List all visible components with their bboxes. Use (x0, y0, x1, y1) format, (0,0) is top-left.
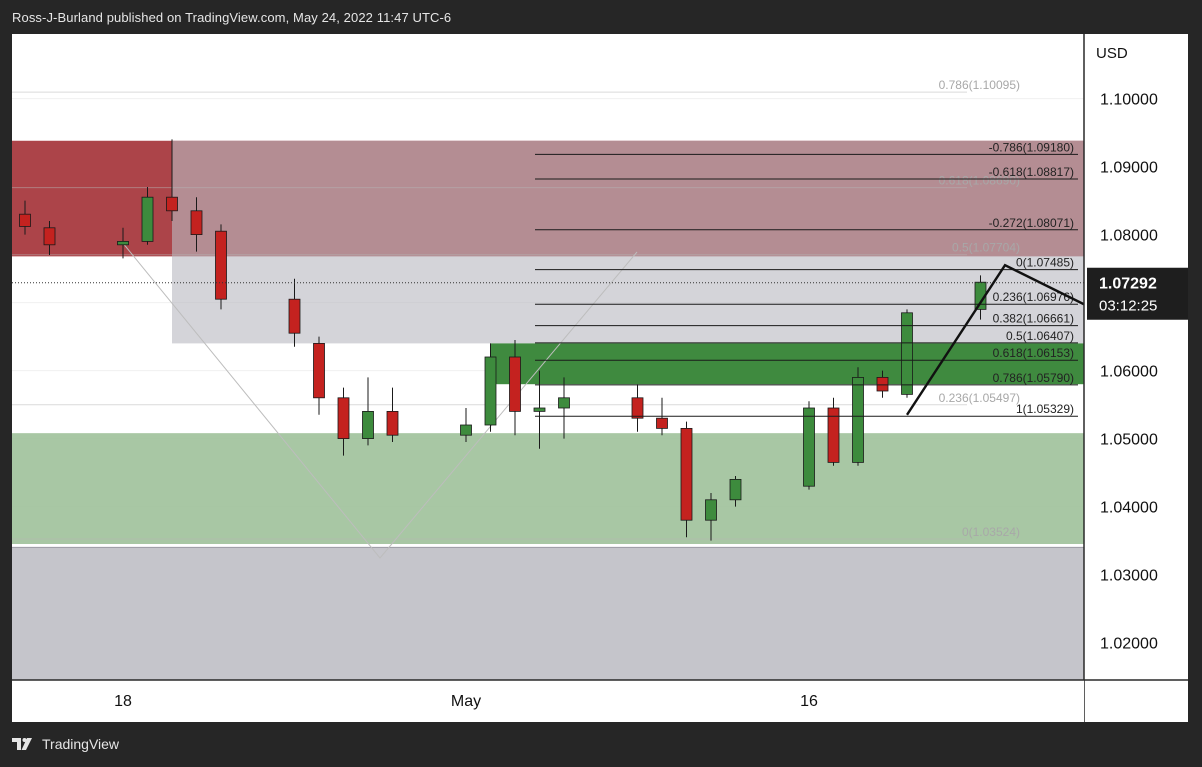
candle-up (852, 376, 864, 463)
fib-label: 0.5(1.06407) (1006, 329, 1074, 343)
candle-up (729, 478, 742, 501)
countdown-label: 03:12:25 (1099, 298, 1157, 315)
x-tick-label: 18 (114, 693, 132, 710)
fib-label: 0.618(1.06153) (993, 346, 1074, 360)
candle-down (288, 298, 301, 334)
grey-lower-zone (12, 547, 1084, 680)
green-box-zone (490, 343, 1177, 385)
fib-faded-label: 0.5(1.07704) (952, 241, 1020, 255)
fib-faded-label: 0.618(1.08690) (939, 174, 1020, 188)
x-tick-label: 16 (800, 693, 818, 710)
current-price-badge (1087, 267, 1188, 320)
fib-faded-label: 0.786(1.10095) (939, 78, 1020, 92)
fib-label: 0(1.07485) (1016, 256, 1074, 270)
y-tick-label: 1.06000 (1100, 364, 1158, 381)
candle-down (190, 210, 203, 236)
candle-up (901, 312, 913, 395)
candle-up (803, 407, 815, 487)
candle-down (166, 196, 178, 212)
y-tick-label: 1.05000 (1100, 432, 1158, 449)
y-tick-label: 1.10000 (1100, 92, 1158, 109)
fib-label: 1(1.05329) (1016, 402, 1074, 416)
fib-faded-label: 0.236(1.05497) (939, 391, 1020, 405)
fib-label: -0.272(1.08071) (989, 216, 1074, 230)
current-price-label: 1.07292 (1099, 276, 1157, 293)
price-axis-panel (1084, 34, 1188, 722)
candle-down (337, 397, 350, 439)
candle-down (509, 356, 521, 412)
y-tick-label: 1.08000 (1100, 228, 1158, 245)
candle-down (43, 227, 56, 246)
candle-up (533, 407, 546, 412)
candle-down (386, 410, 399, 436)
demand-zone (12, 433, 1084, 544)
faded-trend-line (121, 241, 638, 559)
publisher-header: Ross-J-Burland published on TradingView.… (12, 10, 452, 25)
candle-up (117, 240, 129, 246)
fib-label: 0.786(1.05790) (993, 371, 1074, 385)
candlestick-chart[interactable]: 0.786(1.10095) 0.618(1.08690) 0.5(1.07704)… (12, 34, 1188, 722)
candle-up (558, 397, 570, 409)
footer-brand: TradingView (42, 736, 120, 752)
candle-up (141, 196, 154, 242)
footer: TradingView (12, 736, 119, 752)
grey-range-zone (172, 140, 1188, 344)
candle-up (484, 356, 497, 426)
fib-label: 0.236(1.06976) (993, 290, 1074, 304)
candle-down (313, 342, 325, 399)
candle-down (876, 376, 889, 392)
y-tick-label: 1.04000 (1100, 500, 1158, 517)
candle-down (827, 407, 840, 463)
projection-path (905, 263, 1188, 416)
x-tick-label: May (451, 693, 481, 710)
tradingview-logo-icon (12, 737, 36, 751)
fib-label: -0.786(1.09180) (989, 140, 1074, 154)
candle-down (656, 417, 668, 429)
candle-up (362, 410, 374, 439)
candle-down (631, 397, 644, 419)
fib-faded-label: 0(1.03524) (962, 525, 1020, 539)
time-axis-panel (12, 680, 1084, 722)
currency-label: USD (1096, 45, 1128, 62)
candle-up (460, 424, 472, 436)
candle-down (19, 213, 31, 227)
y-tick-label: 1.02000 (1100, 636, 1158, 653)
chart-area[interactable]: 0.786(1.10095) 0.618(1.08690) 0.5(1.07704)… (12, 34, 1188, 722)
candle-up (705, 499, 717, 521)
fib-label: -0.618(1.08817) (989, 165, 1074, 179)
y-tick-label: 1.09000 (1100, 160, 1158, 177)
candle-down (215, 230, 227, 300)
fib-label: 0.382(1.06661) (993, 312, 1074, 326)
candle-down (680, 427, 693, 521)
y-tick-label: 1.03000 (1100, 568, 1158, 585)
